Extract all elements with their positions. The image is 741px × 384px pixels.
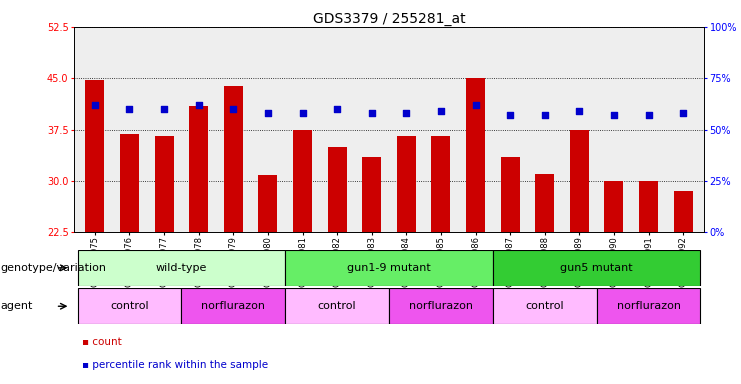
Bar xyxy=(501,157,519,232)
Bar xyxy=(224,86,243,232)
Bar xyxy=(605,181,623,232)
Point xyxy=(435,108,447,114)
Text: norflurazon: norflurazon xyxy=(202,301,265,311)
Bar xyxy=(155,136,173,232)
Title: GDS3379 / 255281_at: GDS3379 / 255281_at xyxy=(313,12,465,26)
Point xyxy=(539,112,551,118)
Point xyxy=(574,108,585,114)
Text: norflurazon: norflurazon xyxy=(617,301,680,311)
Point xyxy=(124,106,136,112)
Bar xyxy=(259,175,277,232)
Point xyxy=(366,110,378,116)
Text: control: control xyxy=(318,301,356,311)
Point xyxy=(227,106,239,112)
Bar xyxy=(293,130,312,232)
Point xyxy=(193,102,205,108)
Point xyxy=(642,112,654,118)
Bar xyxy=(493,250,700,286)
Bar xyxy=(389,288,493,324)
Bar xyxy=(362,157,381,232)
Bar xyxy=(182,288,285,324)
Bar xyxy=(431,136,451,232)
Text: agent: agent xyxy=(1,301,33,311)
Point xyxy=(608,112,620,118)
Bar xyxy=(597,288,700,324)
Text: genotype/variation: genotype/variation xyxy=(1,263,107,273)
Text: ▪ percentile rank within the sample: ▪ percentile rank within the sample xyxy=(82,360,268,370)
Point xyxy=(504,112,516,118)
Point xyxy=(400,110,412,116)
Text: norflurazon: norflurazon xyxy=(409,301,473,311)
Text: control: control xyxy=(110,301,149,311)
Bar xyxy=(328,147,347,232)
Text: wild-type: wild-type xyxy=(156,263,207,273)
Point xyxy=(89,102,101,108)
Bar xyxy=(120,134,139,232)
Point xyxy=(470,102,482,108)
Bar xyxy=(493,288,597,324)
Bar xyxy=(535,174,554,232)
Text: control: control xyxy=(525,301,564,311)
Bar xyxy=(78,288,182,324)
Bar xyxy=(189,106,208,232)
Text: gun1-9 mutant: gun1-9 mutant xyxy=(347,263,431,273)
Bar xyxy=(78,250,285,286)
Bar xyxy=(397,136,416,232)
Point xyxy=(158,106,170,112)
Text: gun5 mutant: gun5 mutant xyxy=(560,263,633,273)
Bar xyxy=(639,181,658,232)
Text: ▪ count: ▪ count xyxy=(82,337,122,347)
Bar xyxy=(85,79,104,232)
Point xyxy=(262,110,274,116)
Point xyxy=(331,106,343,112)
Bar xyxy=(466,78,485,232)
Bar xyxy=(570,130,589,232)
Bar xyxy=(285,288,389,324)
Point xyxy=(296,110,308,116)
Point xyxy=(677,110,689,116)
Bar xyxy=(285,250,493,286)
Bar xyxy=(674,191,693,232)
